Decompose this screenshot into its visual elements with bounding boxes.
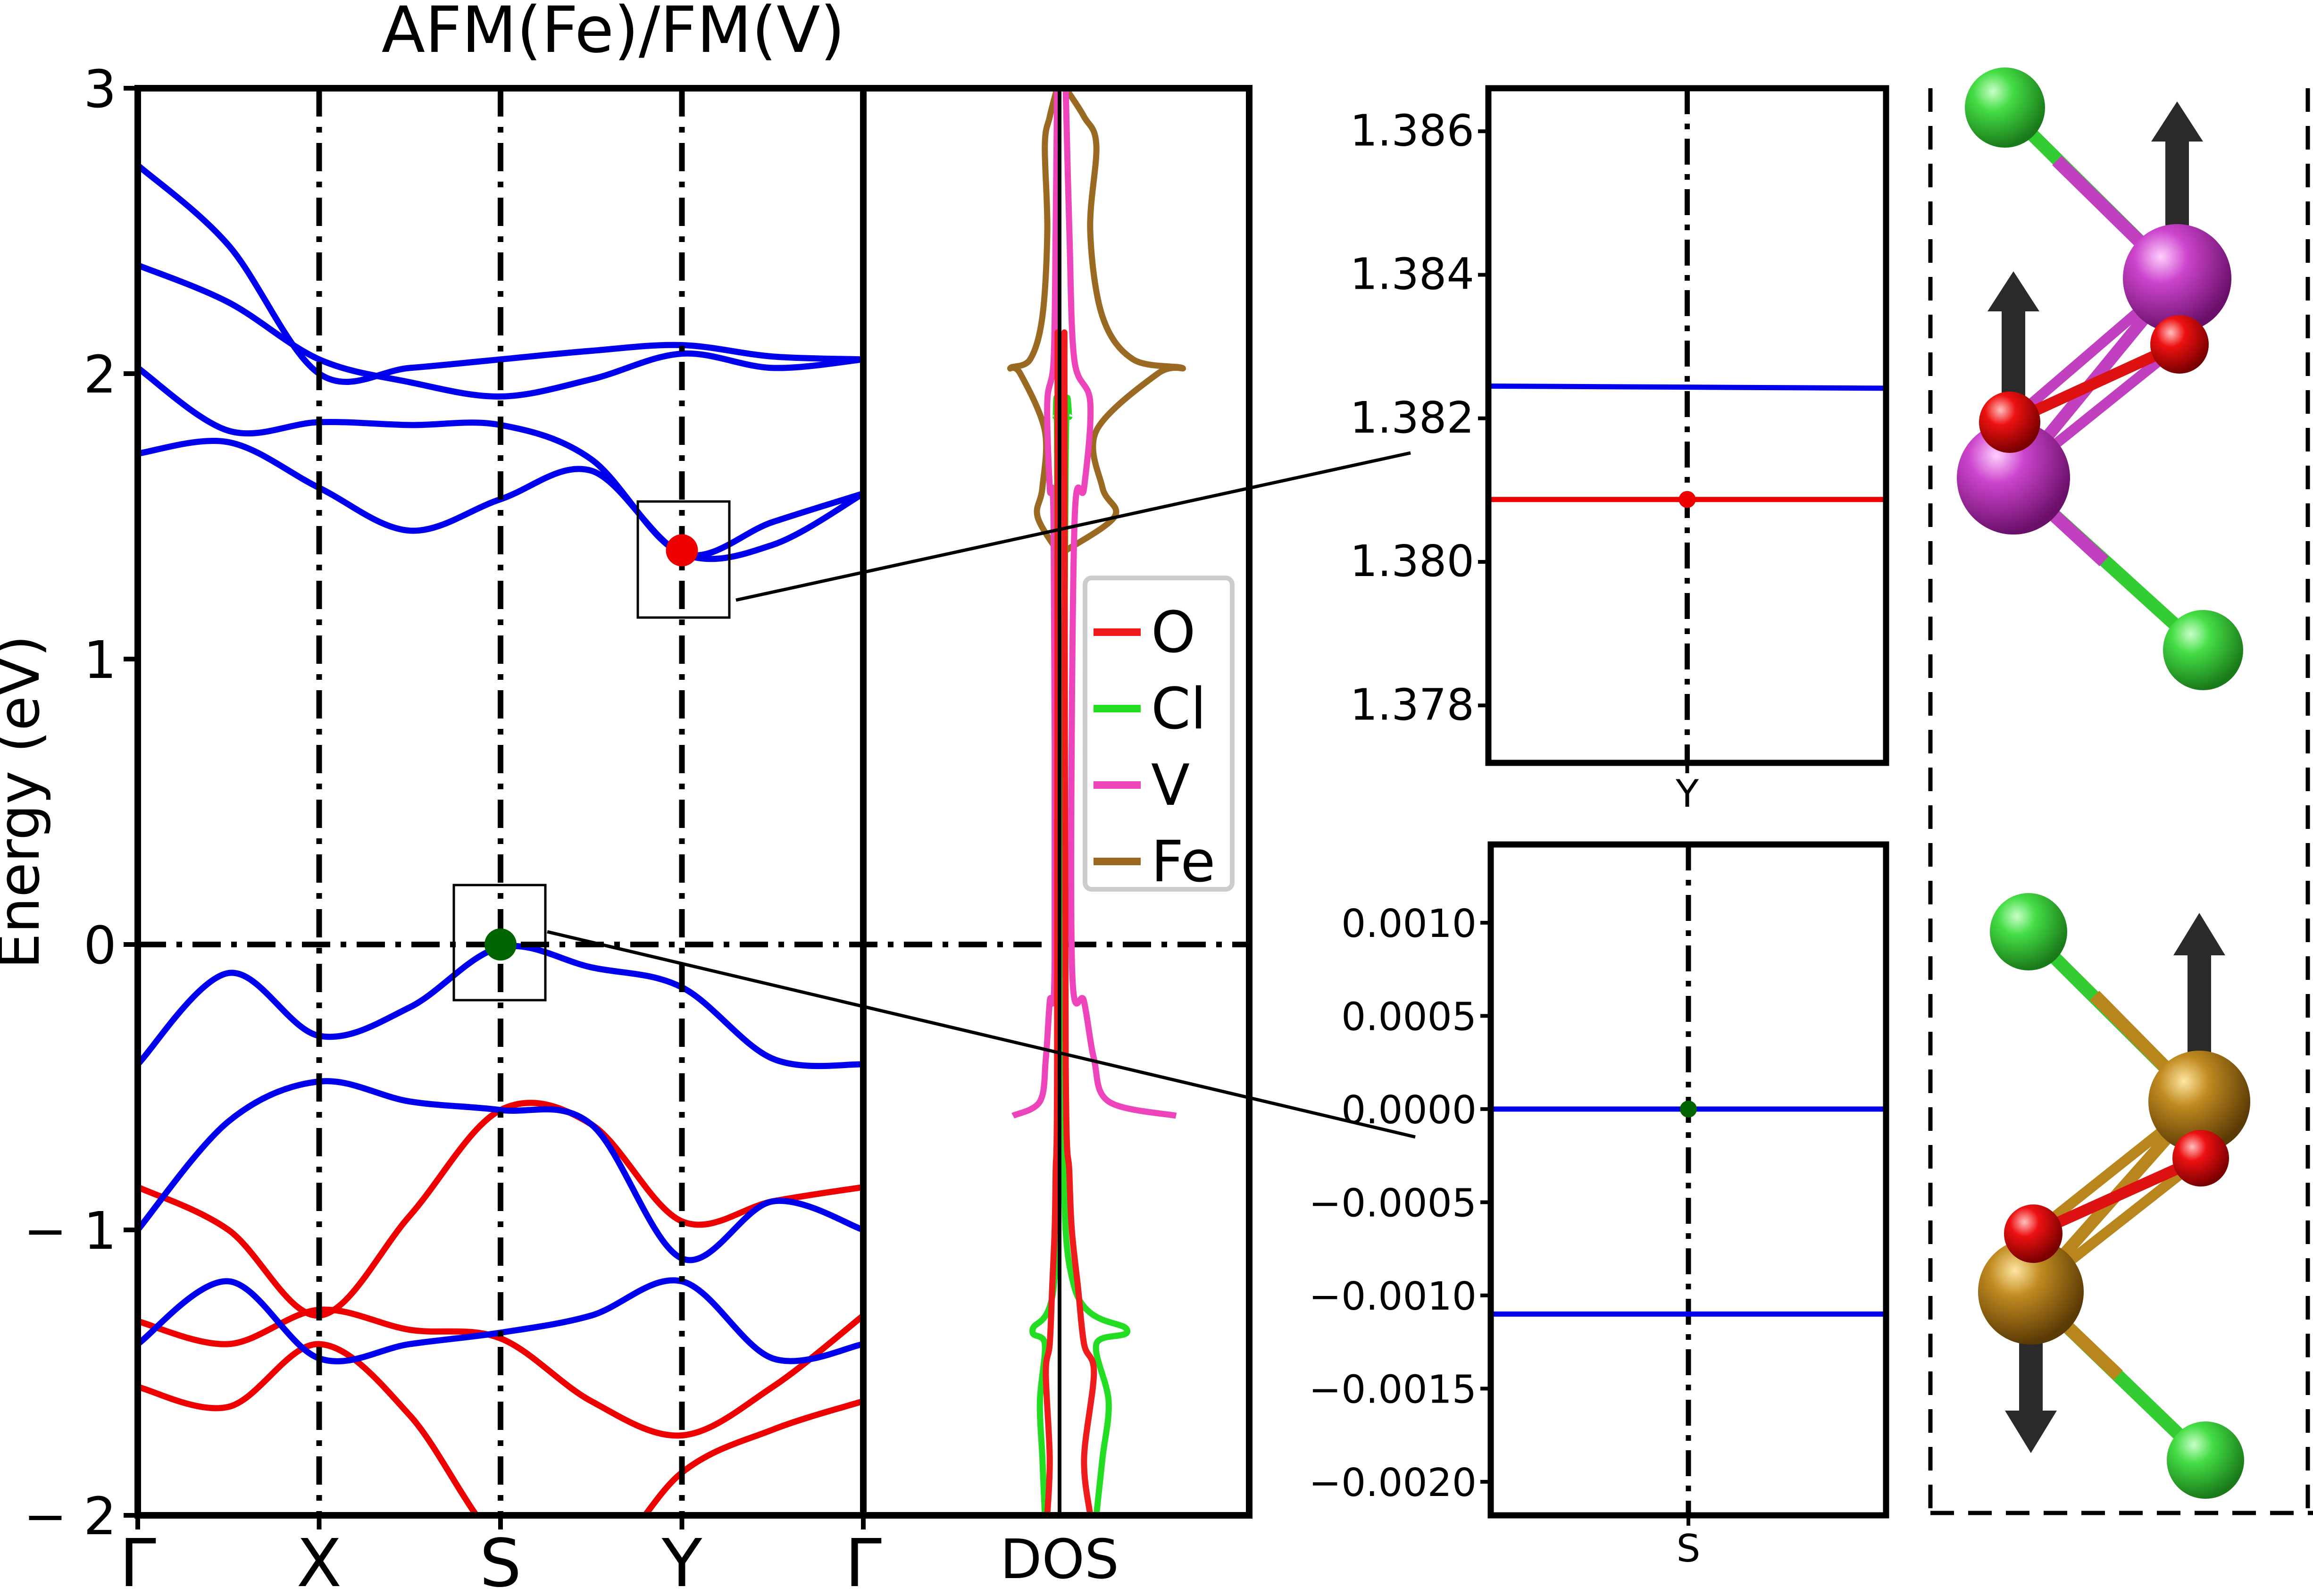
cbm-connector xyxy=(735,451,1411,602)
dos-curve-o xyxy=(1043,329,1061,1515)
x-tick-label: S xyxy=(480,1525,522,1596)
zoom-x-label: Y xyxy=(1675,772,1699,816)
cl-atom xyxy=(2167,1421,2244,1499)
fe-structure xyxy=(1978,893,2250,1499)
cbm-zoom-box xyxy=(636,500,731,619)
y-tick-label: − 1 xyxy=(24,1201,117,1261)
structure-panel xyxy=(1928,67,2313,1515)
spin-up-arrow-icon xyxy=(2173,913,2225,1087)
dos-curve-v xyxy=(1011,88,1060,1119)
dos-legend: O Cl V Fe xyxy=(1083,576,1235,895)
dos-label: DOS xyxy=(1000,1528,1119,1591)
legend-label: Fe xyxy=(1151,829,1215,895)
zoom-y-tick-label: 1.380 xyxy=(1350,536,1474,586)
zoom-y-tick-label: 1.384 xyxy=(1350,249,1474,300)
o-atom xyxy=(2150,315,2209,374)
vbm-zoom-box xyxy=(452,884,547,1002)
x-tick-label: Γ xyxy=(845,1525,882,1596)
zoom-y-frame xyxy=(1485,85,1889,766)
x-tick-label: Γ xyxy=(119,1525,156,1596)
band-extremum-point xyxy=(666,534,698,567)
y-axis-label: Energy (eV) xyxy=(0,635,52,969)
high-symmetry-lines xyxy=(138,88,1249,1515)
band-line xyxy=(138,262,863,400)
spin-down-arrow-icon xyxy=(2005,1307,2057,1453)
band-line xyxy=(138,1100,863,1319)
band-line xyxy=(138,1341,863,1515)
x-tick-label: X xyxy=(297,1525,342,1596)
v-atom xyxy=(1957,421,2070,535)
y-tick-label: 1 xyxy=(84,630,117,690)
legend-label: V xyxy=(1151,753,1190,819)
spin-up-arrow-icon xyxy=(1987,271,2039,465)
band-line xyxy=(138,365,863,559)
band-y-ticks: 3 2 1 0 − 1 − 2 xyxy=(24,59,138,1546)
zoom-s-panel: 0.0010 0.0005 0.0000 −0.0005 −0.0010 −0.0015 −… xyxy=(1309,841,1889,1571)
o-atom xyxy=(1979,392,2040,453)
spin-up-arrow-icon xyxy=(2151,101,2203,262)
cl-atom xyxy=(1990,893,2067,970)
zoom-marker xyxy=(1680,1100,1697,1118)
y-tick-label: − 2 xyxy=(24,1486,117,1546)
cl-atom xyxy=(1965,67,2045,148)
legend-label: O xyxy=(1151,600,1195,666)
y-tick-label: 2 xyxy=(84,344,117,405)
zoom-y-tick-label: 1.382 xyxy=(1350,393,1474,443)
dos-curve-fe xyxy=(1007,88,1060,552)
zoom-band-line xyxy=(1488,383,1887,391)
zoom-y-panel: 1.386 1.384 1.382 1.380 1.378 Y xyxy=(1350,85,1889,816)
y-tick-label: 3 xyxy=(84,59,117,119)
zoom-y-tick-label: 1.378 xyxy=(1350,679,1474,730)
dos-curve-v xyxy=(1062,88,1177,1119)
zoom-y-tick-label: −0.0015 xyxy=(1309,1367,1477,1412)
fe-atom xyxy=(2148,1051,2250,1153)
zoom-highlights xyxy=(452,451,1416,1139)
o-atom xyxy=(2004,1204,2062,1263)
fe-atom xyxy=(1978,1239,2084,1345)
zoom-y-tick-label: 0.0010 xyxy=(1341,902,1477,946)
zoom-y-tick-label: 1.386 xyxy=(1350,105,1474,156)
zoom-y-tick-label: −0.0005 xyxy=(1309,1181,1477,1226)
band-line xyxy=(138,162,863,385)
zoom-y-tick-label: 0.0000 xyxy=(1341,1088,1477,1133)
legend-label: Cl xyxy=(1151,677,1206,742)
v-structure xyxy=(1957,67,2243,690)
y-tick-label: 0 xyxy=(84,915,117,976)
x-tick-label: Y xyxy=(661,1525,702,1596)
zoom-y-tick-label: −0.0010 xyxy=(1309,1274,1477,1319)
zoom-x-label: S xyxy=(1677,1527,1701,1571)
legend-box xyxy=(1083,576,1235,892)
o-o-bond xyxy=(2007,339,2182,427)
o-o-bond xyxy=(2031,1153,2203,1239)
band-extremum-point xyxy=(484,928,517,961)
zoom-y-tick-label: 0.0005 xyxy=(1341,994,1477,1039)
dos-panel: DOS O Cl V Fe xyxy=(860,85,1253,1591)
dos-frame xyxy=(860,85,1253,1519)
v-atom xyxy=(2123,224,2231,333)
chart-title: AFM(Fe)/FM(V) xyxy=(382,0,845,67)
cl-atom xyxy=(2163,610,2243,690)
band-line xyxy=(138,1306,863,1439)
band-line xyxy=(138,1078,863,1263)
zoom-s-frame xyxy=(1487,841,1889,1519)
dos-curve-fe xyxy=(1063,88,1186,553)
dos-curve-o xyxy=(1061,329,1097,1515)
vbm-connector xyxy=(547,930,1416,1139)
zoom-y-tick-label: −0.0020 xyxy=(1309,1461,1477,1505)
zoom-marker xyxy=(1678,491,1696,508)
o-atom xyxy=(2172,1130,2229,1187)
